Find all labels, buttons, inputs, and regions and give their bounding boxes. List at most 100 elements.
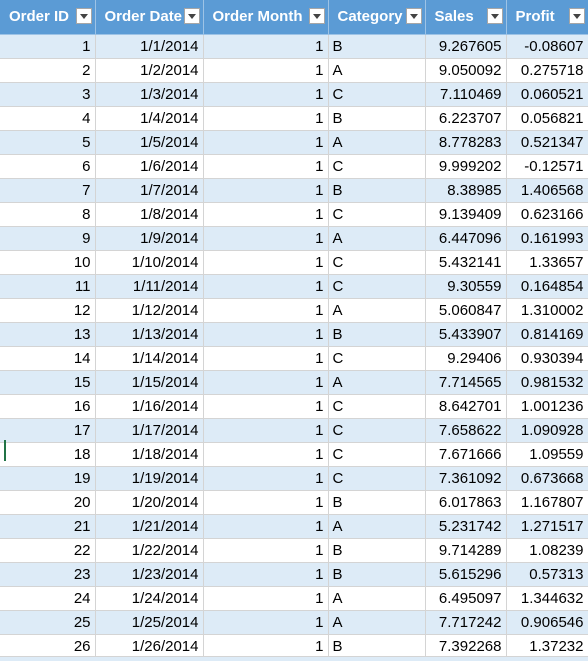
cell-order-date[interactable]: 1/13/2014 <box>95 322 204 347</box>
cell-order-month[interactable]: 1 <box>203 538 329 563</box>
cell-category[interactable]: A <box>328 610 426 635</box>
cell-profit[interactable]: 0.930394 <box>506 346 588 371</box>
cell-order-id[interactable]: 12 <box>0 298 96 323</box>
cell-category[interactable]: A <box>328 586 426 611</box>
cell-order-month[interactable]: 1 <box>203 106 329 131</box>
cell-order-date[interactable]: 1/3/2014 <box>95 82 204 107</box>
cell-category[interactable]: C <box>328 346 426 371</box>
cell-category[interactable]: C <box>328 442 426 467</box>
cell-category[interactable]: C <box>328 250 426 275</box>
cell-category[interactable]: A <box>328 226 426 251</box>
cell-order-date[interactable]: 1/23/2014 <box>95 562 204 587</box>
cell-category[interactable]: A <box>328 298 426 323</box>
cell-profit[interactable]: 0.060521 <box>506 82 588 107</box>
cell-order-month[interactable]: 1 <box>203 442 329 467</box>
cell-category[interactable]: B <box>328 322 426 347</box>
cell-sales[interactable]: 7.671666 <box>425 442 507 467</box>
cell-order-id[interactable]: 23 <box>0 562 96 587</box>
cell-sales[interactable]: 9.30559 <box>425 274 507 299</box>
cell-order-month[interactable]: 1 <box>203 322 329 347</box>
cell-category[interactable]: C <box>328 154 426 179</box>
cell-profit[interactable]: 1.271517 <box>506 514 588 539</box>
cell-order-date[interactable]: 1/18/2014 <box>95 442 204 467</box>
cell-order-id[interactable]: 8 <box>0 202 96 227</box>
cell-sales[interactable]: 6.223707 <box>425 106 507 131</box>
filter-dropdown-icon[interactable] <box>75 8 92 24</box>
cell-order-month[interactable]: 1 <box>203 82 329 107</box>
cell-order-month[interactable]: 1 <box>203 634 329 659</box>
header-category[interactable]: Category <box>328 0 426 35</box>
cell-profit[interactable]: 1.167807 <box>506 490 588 515</box>
cell-order-month[interactable]: 1 <box>203 394 329 419</box>
cell-sales[interactable]: 7.392268 <box>425 634 507 659</box>
header-profit[interactable]: Profit <box>506 0 588 35</box>
cell-profit[interactable]: 1.001236 <box>506 394 588 419</box>
cell-order-date[interactable]: 1/19/2014 <box>95 466 204 491</box>
cell-order-month[interactable]: 1 <box>203 418 329 443</box>
cell-order-id[interactable]: 1 <box>0 34 96 59</box>
filter-dropdown-icon[interactable] <box>405 8 422 24</box>
cell-order-id[interactable]: 7 <box>0 178 96 203</box>
cell-category[interactable]: A <box>328 58 426 83</box>
cell-order-id[interactable]: 4 <box>0 106 96 131</box>
cell-order-date[interactable]: 1/10/2014 <box>95 250 204 275</box>
cell-order-month[interactable]: 1 <box>203 490 329 515</box>
cell-order-date[interactable]: 1/4/2014 <box>95 106 204 131</box>
cell-order-date[interactable]: 1/1/2014 <box>95 34 204 59</box>
cell-order-month[interactable]: 1 <box>203 514 329 539</box>
cell-sales[interactable]: 8.38985 <box>425 178 507 203</box>
cell-order-month[interactable]: 1 <box>203 346 329 371</box>
cell-profit[interactable]: 0.623166 <box>506 202 588 227</box>
cell-order-month[interactable]: 1 <box>203 466 329 491</box>
cell-sales[interactable]: 7.717242 <box>425 610 507 635</box>
cell-order-month[interactable]: 1 <box>203 178 329 203</box>
cell-order-id[interactable]: 9 <box>0 226 96 251</box>
header-order-date[interactable]: Order Date <box>95 0 204 35</box>
cell-profit[interactable]: 1.09559 <box>506 442 588 467</box>
cell-order-month[interactable]: 1 <box>203 274 329 299</box>
cell-category[interactable]: C <box>328 274 426 299</box>
cell-category[interactable]: A <box>328 370 426 395</box>
cell-sales[interactable]: 9.267605 <box>425 34 507 59</box>
cell-order-month[interactable]: 1 <box>203 58 329 83</box>
cell-order-date[interactable]: 1/9/2014 <box>95 226 204 251</box>
cell-sales[interactable]: 5.433907 <box>425 322 507 347</box>
cell-sales[interactable]: 5.231742 <box>425 514 507 539</box>
cell-sales[interactable]: 6.447096 <box>425 226 507 251</box>
cell-order-id[interactable]: 14 <box>0 346 96 371</box>
cell-order-id[interactable]: 16 <box>0 394 96 419</box>
cell-sales[interactable]: 6.495097 <box>425 586 507 611</box>
cell-profit[interactable]: -0.08607 <box>506 34 588 59</box>
cell-order-id[interactable]: 11 <box>0 274 96 299</box>
cell-category[interactable]: B <box>328 490 426 515</box>
cell-order-date[interactable]: 1/7/2014 <box>95 178 204 203</box>
cell-sales[interactable]: 9.139409 <box>425 202 507 227</box>
cell-profit[interactable]: 0.57313 <box>506 562 588 587</box>
cell-category[interactable]: C <box>328 202 426 227</box>
cell-order-date[interactable]: 1/17/2014 <box>95 418 204 443</box>
cell-profit[interactable]: 1.344632 <box>506 586 588 611</box>
cell-order-date[interactable]: 1/20/2014 <box>95 490 204 515</box>
cell-order-month[interactable]: 1 <box>203 34 329 59</box>
cell-order-date[interactable]: 1/8/2014 <box>95 202 204 227</box>
cell-order-month[interactable]: 1 <box>203 586 329 611</box>
cell-order-date[interactable]: 1/24/2014 <box>95 586 204 611</box>
cell-order-id[interactable]: 22 <box>0 538 96 563</box>
filter-dropdown-icon[interactable] <box>308 8 325 24</box>
cell-profit[interactable]: 0.161993 <box>506 226 588 251</box>
cell-category[interactable]: A <box>328 514 426 539</box>
cell-profit[interactable]: 0.056821 <box>506 106 588 131</box>
cell-sales[interactable]: 7.658622 <box>425 418 507 443</box>
cell-profit[interactable]: 0.164854 <box>506 274 588 299</box>
cell-profit[interactable]: 1.090928 <box>506 418 588 443</box>
cell-order-month[interactable]: 1 <box>203 562 329 587</box>
filter-dropdown-icon[interactable] <box>183 8 200 24</box>
cell-order-date[interactable]: 1/14/2014 <box>95 346 204 371</box>
header-order-id[interactable]: Order ID <box>0 0 96 35</box>
cell-order-date[interactable]: 1/11/2014 <box>95 274 204 299</box>
cell-sales[interactable]: 6.017863 <box>425 490 507 515</box>
cell-sales[interactable]: 9.050092 <box>425 58 507 83</box>
cell-order-date[interactable]: 1/15/2014 <box>95 370 204 395</box>
cell-order-date[interactable]: 1/2/2014 <box>95 58 204 83</box>
cell-order-id[interactable]: 5 <box>0 130 96 155</box>
